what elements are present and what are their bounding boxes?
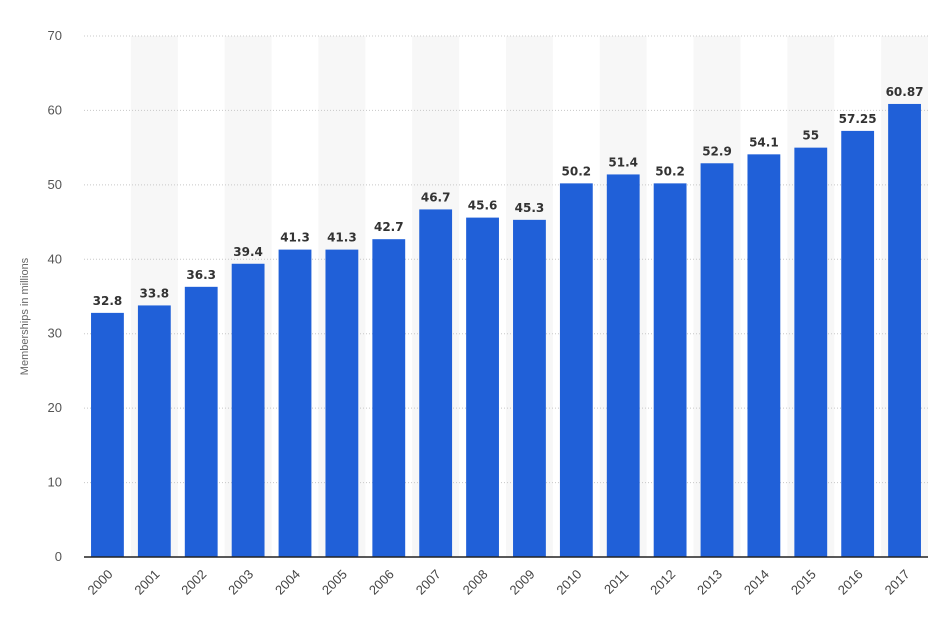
bar-2016 — [841, 130, 875, 557]
bar-2008 — [466, 217, 499, 557]
x-tick-label-2006: 2006 — [366, 567, 397, 598]
bar-2002 — [184, 286, 218, 557]
bar-2017 — [888, 103, 921, 558]
x-tick-label-2003: 2003 — [225, 567, 256, 598]
data-label-2000: 32.8 — [93, 294, 123, 308]
y-axis-ticks: 0 10 20 30 40 50 60 70 — [48, 28, 62, 564]
x-tick-label-2002: 2002 — [178, 567, 209, 598]
bar-2013 — [700, 163, 734, 557]
data-label-2017: 60.87 — [886, 85, 924, 99]
x-tick-label-2011: 2011 — [601, 567, 631, 597]
x-tick-label-2013: 2013 — [694, 567, 725, 598]
data-label-2001: 33.8 — [140, 286, 170, 300]
x-tick-label-2010: 2010 — [553, 567, 584, 598]
x-tick-label-2016: 2016 — [835, 567, 866, 598]
bar-2010 — [559, 183, 593, 557]
data-label-2002: 36.3 — [186, 268, 216, 282]
y-tick-label: 60 — [48, 102, 62, 117]
bars — [91, 103, 921, 558]
y-tick-label: 40 — [48, 251, 62, 266]
bar-2006 — [372, 239, 406, 557]
x-tick-label-2005: 2005 — [319, 567, 350, 598]
data-label-2004: 41.3 — [280, 231, 310, 245]
x-tick-label-2007: 2007 — [413, 567, 444, 598]
bar-2005 — [325, 249, 359, 558]
y-tick-label: 20 — [48, 400, 62, 415]
data-label-2016: 57.25 — [839, 112, 877, 126]
y-tick-label: 70 — [48, 28, 62, 43]
x-tick-label-2017: 2017 — [882, 567, 913, 598]
x-tick-label-2014: 2014 — [741, 567, 772, 598]
x-tick-label-2015: 2015 — [788, 567, 819, 598]
data-label-2007: 46.7 — [421, 190, 451, 204]
x-tick-label-2012: 2012 — [647, 567, 678, 598]
data-label-2003: 39.4 — [233, 245, 263, 259]
x-tick-label-2009: 2009 — [507, 567, 538, 598]
data-labels: 32.8 33.8 36.3 39.4 41.3 41.3 42.7 46.7 45.6 45.3… — [93, 85, 924, 308]
bar-2003 — [231, 263, 265, 557]
y-tick-label: 10 — [48, 475, 62, 490]
y-tick-label: 30 — [48, 326, 62, 341]
y-tick-label: 0 — [55, 549, 62, 564]
data-label-2008: 45.6 — [468, 199, 498, 213]
bar-2011 — [606, 174, 640, 558]
y-axis-label: Memberships in millions — [19, 257, 31, 375]
x-tick-label-2001: 2001 — [131, 567, 162, 598]
data-label-2009: 45.3 — [515, 201, 545, 215]
x-axis-ticks: 2000 2001 2002 2003 2004 2005 2006 2007 2008 2009… — [85, 567, 913, 598]
data-label-2010: 50.2 — [562, 164, 592, 178]
bar-2015 — [794, 147, 828, 557]
x-tick-label-2008: 2008 — [460, 567, 491, 598]
bar-2007 — [419, 209, 453, 557]
bar-2001 — [137, 305, 171, 557]
data-label-2013: 52.9 — [702, 144, 732, 158]
bar-2014 — [747, 154, 781, 557]
data-label-2011: 51.4 — [608, 155, 638, 169]
bar-2000 — [91, 312, 124, 557]
data-label-2006: 42.7 — [374, 220, 404, 234]
data-label-2005: 41.3 — [327, 231, 357, 245]
y-tick-label: 50 — [48, 177, 62, 192]
data-label-2014: 54.1 — [749, 135, 779, 149]
x-tick-label-2004: 2004 — [272, 567, 303, 598]
x-tick-label-2000: 2000 — [85, 567, 116, 598]
data-label-2015: 55 — [802, 129, 819, 143]
bar-2009 — [513, 219, 546, 558]
bar-2004 — [278, 249, 312, 558]
bar-2012 — [653, 183, 687, 557]
data-label-2012: 50.2 — [655, 164, 685, 178]
